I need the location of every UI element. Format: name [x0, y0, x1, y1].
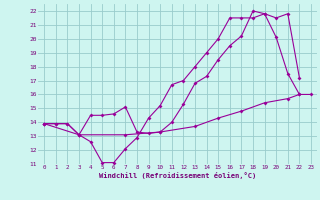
X-axis label: Windchill (Refroidissement éolien,°C): Windchill (Refroidissement éolien,°C) — [99, 172, 256, 179]
